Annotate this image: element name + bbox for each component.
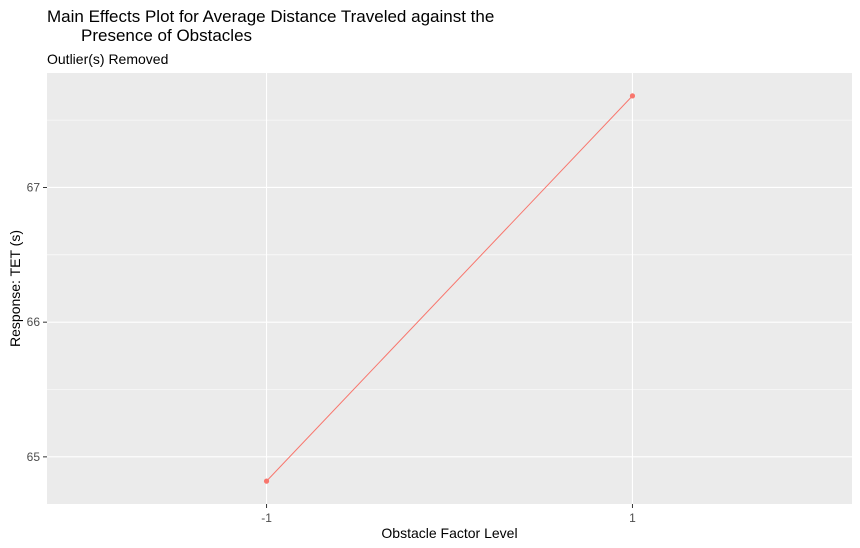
x-tick-label: -1 [261, 511, 272, 525]
series-layer [263, 93, 636, 484]
series-line [266, 95, 633, 482]
data-point [263, 478, 270, 484]
grid-minor [47, 119, 852, 390]
y-axis-label: Response: TET (s) [7, 230, 23, 347]
chart-subtitle: Outlier(s) Removed [47, 51, 169, 67]
chart-title-line-2: Presence of Obstacles [81, 26, 253, 45]
x-axis-label: Obstacle Factor Level [381, 525, 517, 541]
y-tick-label: 65 [27, 450, 41, 464]
x-tick-label: 1 [629, 511, 636, 525]
y-tick-label: 67 [27, 180, 41, 194]
y-tick-label: 66 [27, 315, 41, 329]
grid-major [47, 73, 852, 504]
axis-ticks: 65 66 67 -1 1 [27, 180, 636, 525]
data-point [629, 93, 636, 99]
chart-title-line-1: Main Effects Plot for Average Distance T… [47, 7, 495, 26]
